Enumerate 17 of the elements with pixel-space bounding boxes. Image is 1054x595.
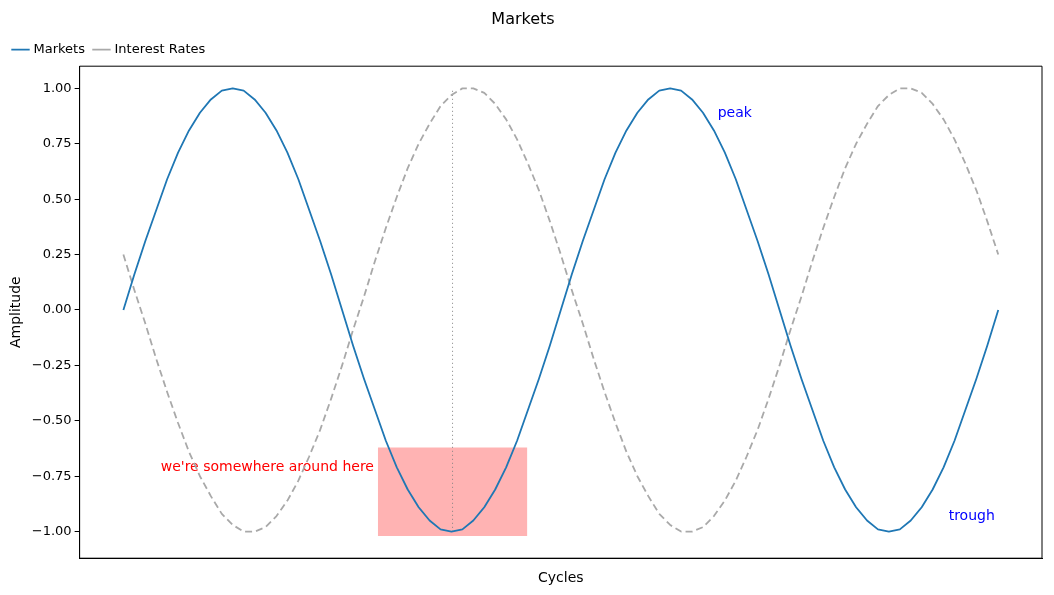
y-tick-label: −1.00 <box>31 522 72 538</box>
x-axis-title: Cycles <box>538 569 584 586</box>
y-tick-label: 0.00 <box>42 301 72 317</box>
y-tick-label: −0.50 <box>31 412 72 428</box>
legend-label: Interest Rates <box>114 41 206 57</box>
y-axis-title: Amplitude <box>7 276 24 349</box>
band-label: we're somewhere around here <box>160 458 374 475</box>
y-tick-label: −0.25 <box>31 356 72 372</box>
y-tick-label: 0.50 <box>42 190 72 206</box>
annotation: peak <box>717 103 753 120</box>
y-tick-label: 0.75 <box>42 135 72 151</box>
annotation: trough <box>948 507 995 524</box>
legend-label: Markets <box>33 41 86 57</box>
y-tick-label: 1.00 <box>42 79 72 95</box>
y-tick-label: 0.25 <box>42 245 72 261</box>
y-tick-label: −0.75 <box>31 467 72 483</box>
chart-title: Markets <box>491 8 555 28</box>
